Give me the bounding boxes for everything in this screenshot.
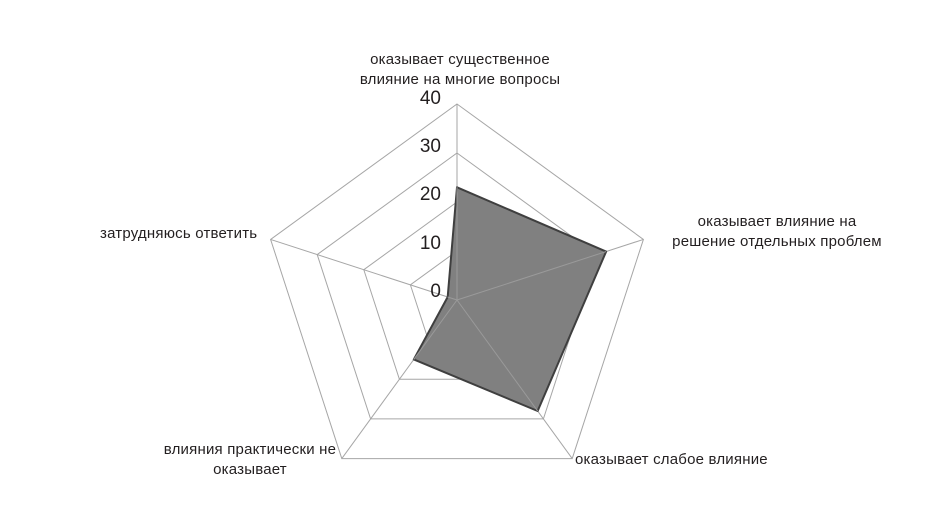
data-spoke-4 [447,296,458,301]
data-spoke-1 [456,251,607,301]
axis-label-right: оказывает влияние на решение отдельных п… [672,213,882,250]
axis-label-bottom-right: оказывает слабое влияние [575,451,768,468]
axis-label-top: оказывает существенное влияние на многие… [359,51,561,88]
tick-label-30: 30 [419,136,441,157]
axis-label-left: затрудняюсь ответить [100,225,258,242]
tick-label-0: 0 [430,281,441,302]
data-spoke-2 [456,299,539,412]
axis-label-bottom-left: влияния практически не оказывает [163,441,337,478]
tick-label-10: 10 [419,233,441,254]
data-spoke-3 [413,299,458,360]
data-series-polygon [412,186,608,412]
grid-ring-40 [270,103,644,460]
tick-label-20: 20 [419,184,441,205]
tick-label-40: 40 [419,88,441,109]
axis-spoke-4 [270,238,458,301]
data-series-outline [413,187,607,412]
